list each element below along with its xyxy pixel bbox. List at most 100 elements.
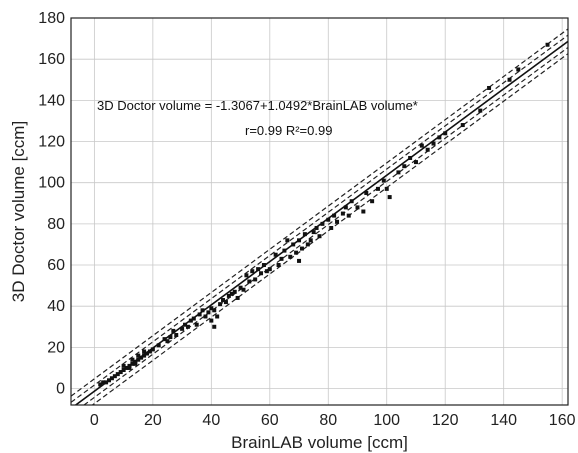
data-point: [375, 186, 380, 191]
data-point: [127, 365, 132, 370]
data-point: [431, 141, 436, 146]
data-point: [308, 238, 313, 243]
data-point: [443, 131, 448, 136]
data-point: [212, 308, 217, 313]
data-point: [165, 339, 170, 344]
y-tick-label: 120: [38, 134, 65, 151]
x-tick-label: 160: [549, 412, 576, 429]
data-point: [288, 254, 293, 259]
data-points: [98, 42, 550, 387]
data-point: [355, 205, 360, 210]
y-tick-label: 180: [38, 10, 65, 27]
data-point: [291, 242, 296, 247]
data-point: [174, 333, 179, 338]
data-point: [136, 353, 141, 358]
data-point: [437, 135, 442, 140]
data-point: [130, 361, 135, 366]
data-point: [244, 273, 249, 278]
y-tick-label: 20: [47, 339, 65, 356]
data-point: [250, 269, 255, 274]
data-point: [145, 351, 150, 356]
data-point: [297, 238, 302, 243]
data-point: [136, 357, 141, 362]
data-point: [487, 85, 492, 90]
data-point: [507, 77, 512, 82]
data-point: [329, 225, 334, 230]
data-point: [516, 67, 521, 72]
confidence-band-line: [83, 47, 568, 405]
data-point: [124, 365, 129, 370]
data-point: [314, 225, 319, 230]
data-point: [343, 205, 348, 210]
data-point: [162, 337, 167, 342]
data-point: [282, 248, 287, 253]
confidence-band-line: [71, 28, 568, 397]
data-point: [285, 238, 290, 243]
data-point: [279, 256, 284, 261]
data-point: [107, 378, 112, 383]
data-point: [241, 287, 246, 292]
data-point: [115, 372, 120, 377]
data-point: [235, 295, 240, 300]
data-point: [264, 269, 269, 274]
data-point: [127, 363, 132, 368]
data-point: [261, 263, 266, 268]
data-point: [188, 318, 193, 323]
data-point: [545, 42, 550, 47]
data-point: [133, 361, 138, 366]
y-tick-label: 80: [47, 216, 65, 233]
data-point: [247, 279, 252, 284]
x-tick-label: 60: [261, 412, 279, 429]
data-point: [150, 347, 155, 352]
data-point: [109, 376, 114, 381]
data-point: [305, 242, 310, 247]
data-point: [215, 314, 220, 319]
data-point: [142, 353, 147, 358]
data-point: [370, 199, 375, 204]
data-point: [133, 359, 138, 364]
data-point: [297, 258, 302, 263]
confidence-band-line: [71, 34, 568, 403]
data-point: [332, 213, 337, 218]
data-point: [259, 271, 264, 276]
x-tick-label: 120: [432, 412, 459, 429]
data-point: [387, 195, 392, 200]
data-point: [130, 357, 135, 362]
data-point: [402, 164, 407, 169]
data-point: [221, 298, 226, 303]
data-point: [320, 221, 325, 226]
x-tick-label: 140: [490, 412, 517, 429]
data-point: [98, 382, 103, 387]
y-tick-labels: 0 20 40 60 80 100 120 140 160 180: [38, 10, 65, 398]
y-tick-label: 0: [56, 381, 65, 398]
x-tick-label: 100: [373, 412, 400, 429]
data-point: [209, 306, 214, 311]
data-point: [180, 326, 185, 331]
data-point: [425, 147, 430, 152]
data-point: [147, 349, 152, 354]
x-axis-title: BrainLAB volume [ccm]: [231, 433, 408, 452]
data-point: [139, 355, 144, 360]
data-point: [206, 310, 211, 315]
fit-line: [74, 40, 568, 405]
data-point: [381, 178, 386, 183]
data-point: [203, 314, 208, 319]
data-point: [311, 230, 316, 235]
data-point: [232, 289, 237, 294]
data-point: [349, 199, 354, 204]
data-point: [185, 324, 190, 329]
y-axis-title: 3D Doctor volume [ccm]: [9, 121, 28, 302]
data-point: [276, 263, 281, 268]
data-point: [194, 322, 199, 327]
regression-equation: 3D Doctor volume = -1.3067+1.0492*BrainL…: [97, 98, 418, 113]
data-point: [364, 190, 369, 195]
data-point: [183, 322, 188, 327]
y-tick-label: 140: [38, 92, 65, 109]
x-tick-label: 20: [144, 412, 162, 429]
x-tick-label: 0: [90, 412, 99, 429]
data-point: [396, 170, 401, 175]
data-point: [118, 370, 123, 375]
data-point: [256, 267, 261, 272]
plot-frame: [70, 17, 569, 406]
